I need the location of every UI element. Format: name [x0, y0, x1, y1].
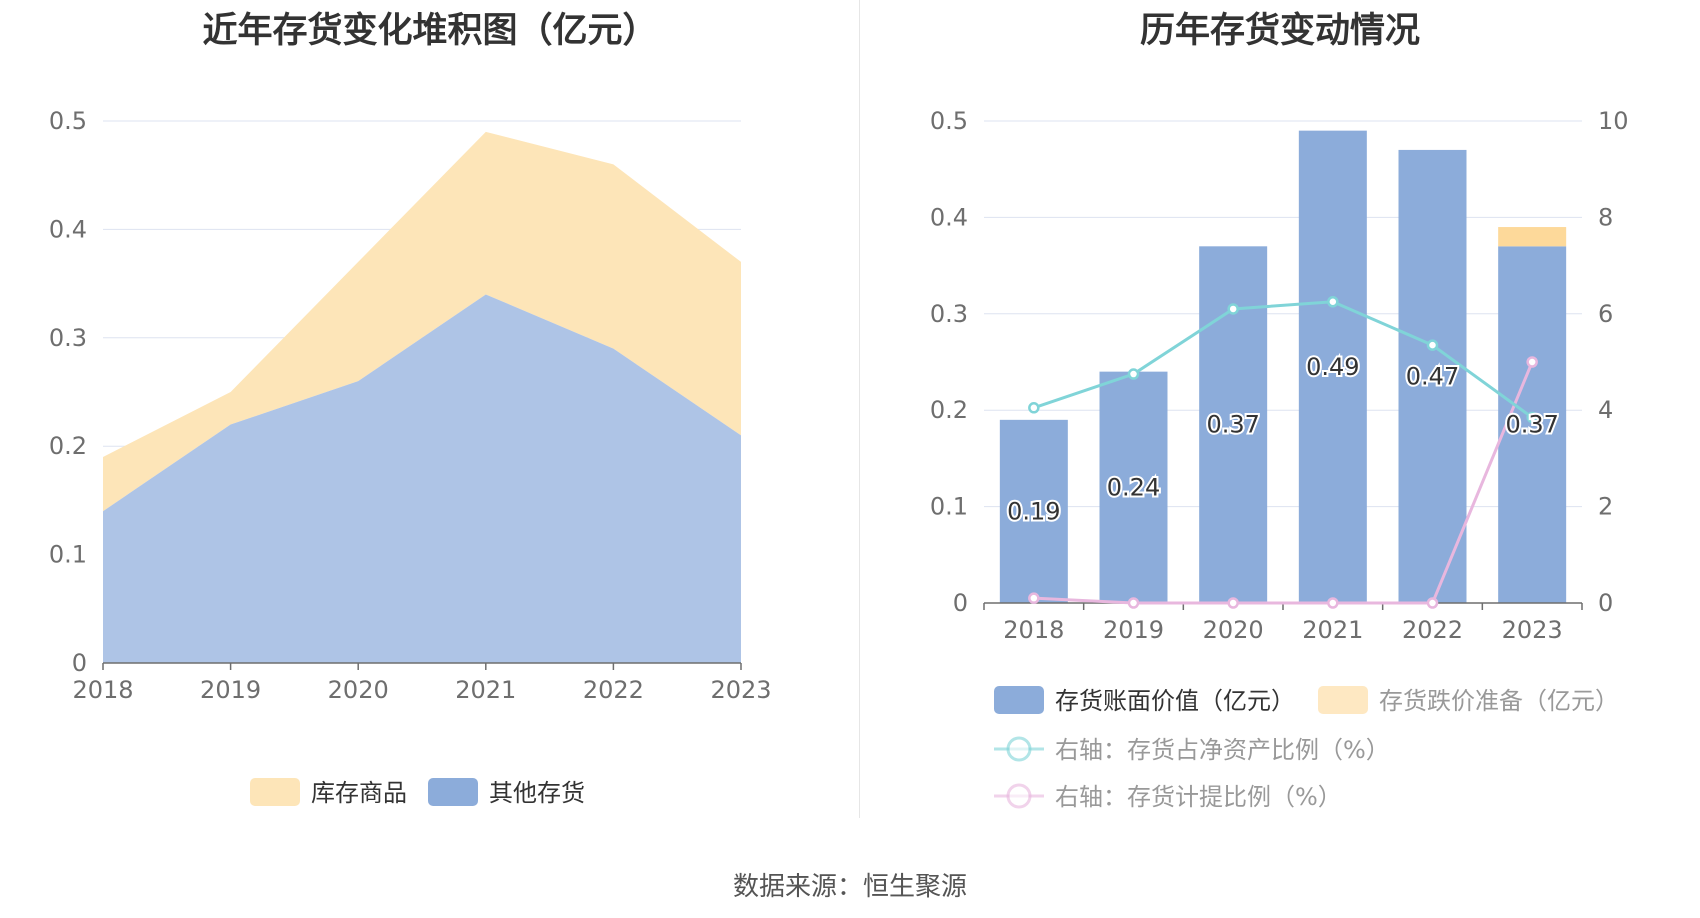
provision-ratio-point: [1526, 356, 1538, 368]
provision-ratio-point: [1426, 597, 1439, 609]
net-assets-ratio-point: [1526, 411, 1538, 424]
right-y2-tick-label: 10: [1598, 107, 1629, 135]
right-x-tick-label: 2019: [1103, 616, 1164, 644]
left-x-tick-label: 2022: [583, 676, 644, 704]
right-y2-tick-label: 2: [1598, 493, 1613, 521]
provision-ratio-line: [1033, 361, 1534, 605]
bar-book-value: [1099, 371, 1168, 603]
provision-ratio-point: [1028, 592, 1040, 604]
legend-swatch-impairment: [1318, 686, 1368, 714]
left-x-tick-label: 2020: [328, 676, 389, 704]
left-y-tick-label: 0.2: [49, 432, 87, 460]
bar-data-label: 0.37: [1505, 411, 1558, 439]
right-y2-tick-label: 6: [1598, 300, 1613, 328]
left-y-tick-label: 0.4: [49, 215, 87, 243]
left-x-tick-label: 2023: [710, 676, 771, 704]
right-y-tick-label: 0.1: [930, 493, 968, 521]
left-x-tick-label: 2018: [72, 676, 133, 704]
left-chart-title: 近年存货变化堆积图（亿元）: [202, 11, 658, 51]
left-y-tick-label: 0.3: [49, 324, 87, 352]
area-series-other-inventory: [103, 294, 741, 663]
legend-label-book-value: 存货账面价值（亿元）: [1055, 687, 1295, 715]
right-y-tick-label: 0.4: [930, 203, 968, 231]
provision-ratio-point: [1227, 597, 1239, 609]
right-y-tick-label: 0.2: [930, 396, 968, 424]
net-assets-ratio-line: [1033, 300, 1534, 419]
right-x-tick-label: 2023: [1502, 616, 1563, 644]
right-y-tick-label: 0.5: [930, 107, 968, 135]
right-chart-title: 历年存货变动情况: [1139, 11, 1420, 51]
bar-impairment: [1498, 227, 1567, 247]
right-y2-tick-label: 4: [1598, 396, 1613, 424]
right-y2-tick-label: 0: [1598, 589, 1613, 617]
left-x-tick-label: 2019: [200, 676, 261, 704]
legend-swatch-book-value: [994, 686, 1044, 714]
chart-divider: [859, 0, 860, 818]
net-assets-ratio-point: [1127, 368, 1140, 380]
left-y-tick-label: 0: [72, 649, 87, 677]
net-assets-ratio-point: [1227, 303, 1239, 315]
net-assets-ratio-point: [1327, 296, 1339, 308]
legend-swatch-other-inventory: [428, 778, 478, 806]
bar-book-value: [1398, 149, 1467, 604]
bar-data-label: 0.37: [1206, 411, 1259, 439]
left-x-tick-label: 2021: [455, 676, 516, 704]
right-x-tick-label: 2020: [1203, 616, 1264, 644]
bar-book-value: [1498, 246, 1567, 603]
provision-ratio-point: [1327, 597, 1339, 609]
legend-label-net-assets-ratio: 右轴：存货占净资产比例（%）: [1055, 736, 1390, 764]
right-y-tick-label: 0.3: [930, 300, 968, 328]
bar-data-label: 0.24: [1107, 473, 1160, 501]
legend-marker-net-assets-ratio: [1006, 736, 1032, 762]
left-y-tick-label: 0.1: [49, 541, 87, 569]
legend-label-inventory-goods: 库存商品: [311, 779, 407, 807]
legend-label-impairment: 存货跌价准备（亿元）: [1379, 687, 1619, 715]
right-y2-tick-label: 8: [1598, 203, 1613, 231]
net-assets-ratio-point: [1426, 339, 1439, 351]
right-x-tick-label: 2021: [1302, 616, 1363, 644]
legend-swatch-inventory-goods: [250, 778, 300, 806]
net-assets-ratio-point: [1028, 402, 1040, 414]
area-series-inventory-goods: [103, 131, 741, 512]
bar-book-value: [1298, 130, 1367, 603]
left-y-tick-label: 0.5: [49, 107, 87, 135]
bar-data-label: 0.19: [1007, 497, 1060, 525]
provision-ratio-point: [1127, 597, 1140, 609]
data-source: 数据来源：恒生聚源: [732, 872, 967, 902]
legend-label-other-inventory: 其他存货: [489, 779, 585, 807]
bar-book-value: [999, 419, 1068, 603]
right-x-tick-label: 2018: [1003, 616, 1064, 644]
right-x-tick-label: 2022: [1402, 616, 1463, 644]
right-y-tick-label: 0: [953, 589, 968, 617]
legend-label-provision-ratio: 右轴：存货计提比例（%）: [1055, 783, 1342, 811]
bar-data-label: 0.49: [1306, 353, 1359, 381]
legend-marker-provision-ratio: [1006, 783, 1032, 809]
bar-data-label: 0.47: [1406, 362, 1459, 390]
